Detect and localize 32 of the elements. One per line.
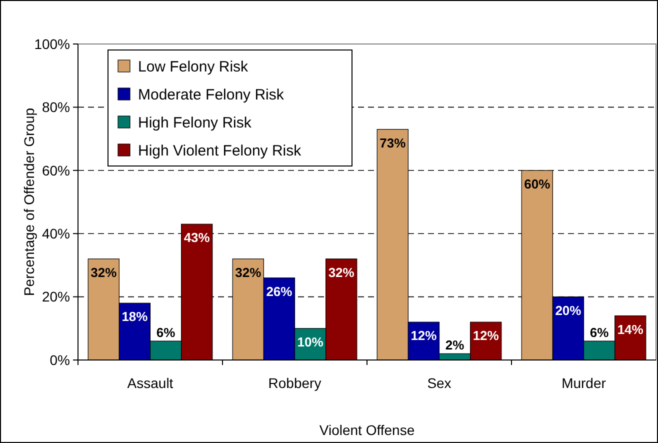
x-tick-label: Sex [427, 375, 452, 391]
data-label: 2% [445, 338, 465, 353]
data-label: 20% [555, 302, 582, 318]
data-label: 43% [184, 230, 210, 246]
legend-label: High Violent Felony Risk [138, 142, 302, 160]
y-tick-label: 20% [42, 288, 70, 305]
data-label: 32% [235, 264, 262, 280]
data-label: 60% [524, 176, 551, 192]
data-label: 14% [617, 322, 644, 337]
y-tick-label: 80% [42, 99, 70, 116]
data-label: 12% [410, 328, 438, 344]
data-label: 26% [266, 284, 293, 299]
legend-label: Low Felony Risk [138, 58, 249, 76]
data-label: 32% [328, 264, 355, 280]
y-tick-label: 100% [34, 36, 70, 52]
data-label: 6% [156, 325, 176, 340]
data-label: 18% [122, 309, 148, 324]
y-tick-label: 60% [42, 162, 70, 178]
x-axis-title: Violent Offense [319, 422, 415, 438]
y-tick-label: 0% [50, 352, 70, 368]
y-tick-label: 40% [42, 226, 70, 242]
legend-label: High Felony Risk [138, 114, 252, 132]
x-tick-label: Robbery [268, 375, 322, 391]
data-label: 73% [380, 135, 406, 150]
y-axis-title: Percentage of Offender Group [21, 108, 37, 296]
x-tick-label: Murder [562, 375, 606, 391]
data-label: 12% [472, 328, 500, 344]
data-label: 10% [297, 334, 324, 350]
data-label: 32% [90, 264, 118, 280]
x-tick-label: Assault [127, 375, 174, 391]
data-label: 6% [590, 325, 610, 340]
legend-label: Moderate Felony Risk [138, 86, 284, 104]
